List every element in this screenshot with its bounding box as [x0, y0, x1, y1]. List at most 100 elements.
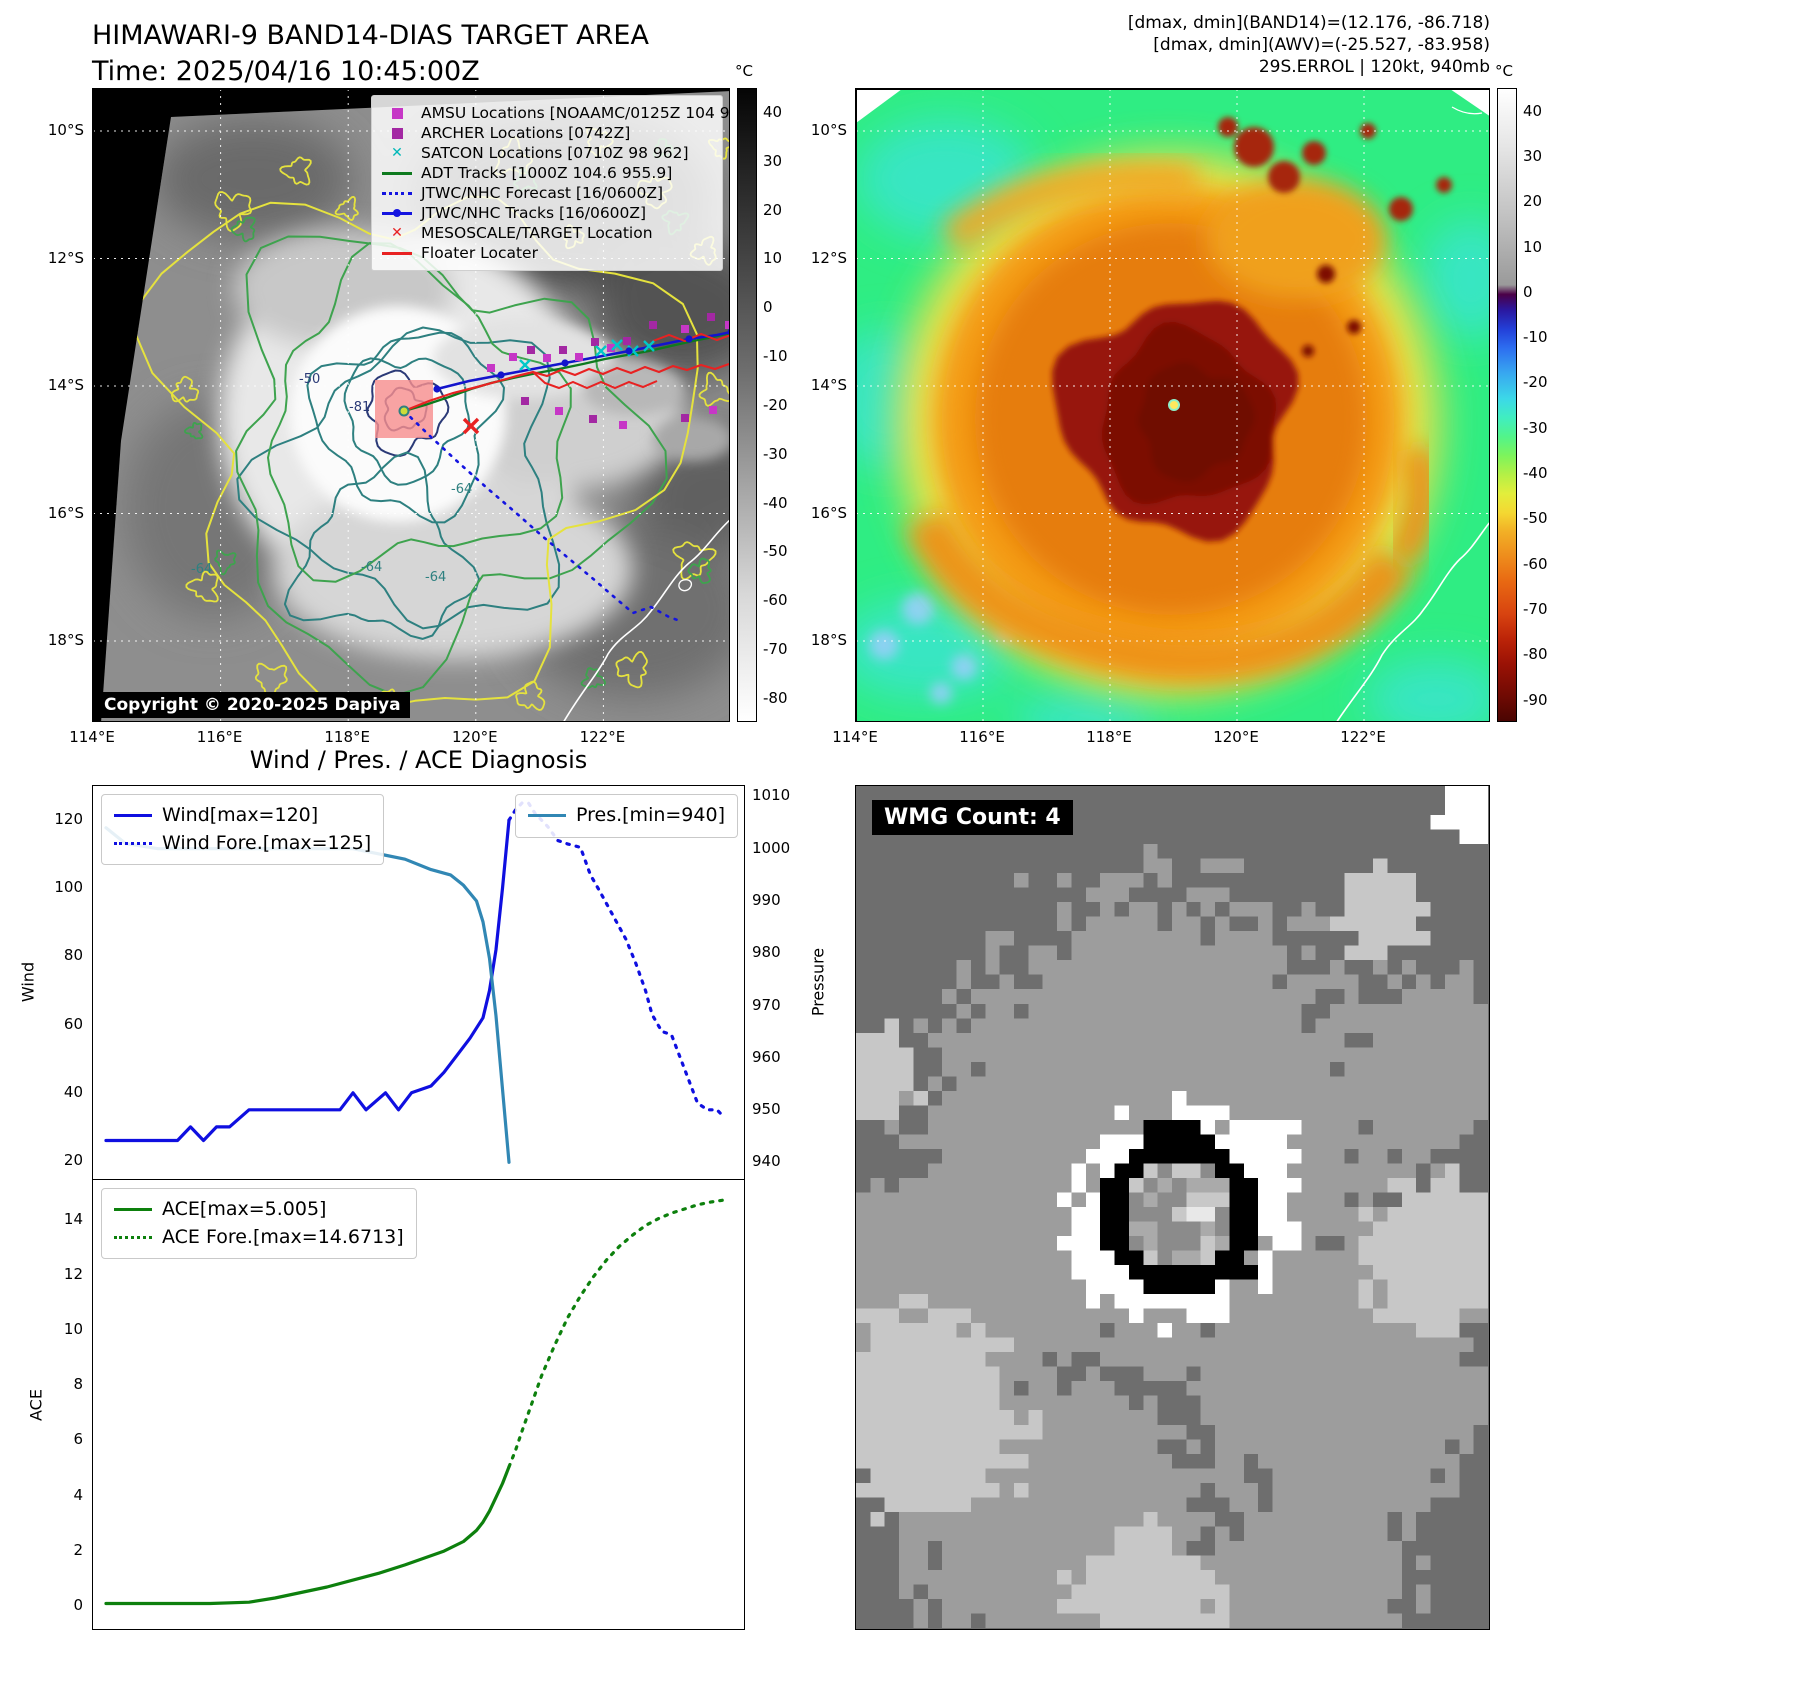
ace-line-swatch [114, 1208, 152, 1212]
ace-chart: ACE[max=5.005] ACE Fore.[max=14.6713] [92, 1180, 745, 1630]
tick-label: 20 [63, 1150, 83, 1169]
tick-label: -60 [1523, 554, 1548, 573]
tick-label: -60 [763, 591, 788, 610]
right-panel-header: [dmax, dmin](BAND14)=(12.176, -86.718) [… [855, 12, 1490, 78]
tick-label: 30 [1523, 146, 1543, 165]
legend-label: Floater Locater [421, 244, 538, 262]
latlon-grid [856, 89, 1489, 721]
tick-label: 1010 [752, 786, 791, 805]
wind-fore-legend-label: Wind Fore.[max=125] [162, 831, 372, 854]
pressure-legend: Pres.[min=940] [515, 794, 738, 838]
adt-track-line [403, 332, 729, 413]
tick-label: -30 [1523, 418, 1548, 437]
wind-legend-label: Wind[max=120] [162, 804, 319, 826]
colorbar-unit-right: °C [1495, 62, 1513, 80]
jtwc-track-line [436, 331, 729, 391]
map-legend-item-0: AMSU Locations [NOAAMC/0125Z 104 955] [381, 103, 729, 123]
tick-label: 40 [63, 1082, 83, 1101]
tick-label: -50 [1523, 509, 1548, 528]
storm-center-dot [398, 405, 410, 417]
legend-line-icon [381, 251, 413, 255]
legend-label: JTWC/NHC Forecast [16/0600Z] [421, 184, 664, 202]
tick-label: -10 [1523, 328, 1548, 347]
tick-label: 0 [763, 298, 773, 317]
tick-label: 10 [63, 1320, 83, 1338]
contour-value-labels: -81 -50 -64 -64 -64 -64 [191, 372, 472, 585]
tick-label: 990 [752, 890, 781, 909]
tick-label: 950 [752, 1100, 781, 1119]
tick-label: 116°E [959, 728, 1005, 746]
tick-label: 940 [752, 1152, 781, 1171]
tick-label: 100 [54, 878, 83, 897]
band14-ir-satellite-map: -81 -50 -64 -64 -64 -64 AMSU Locations [NOAAM… [92, 88, 730, 722]
pressure-axis-label: Pressure [808, 947, 828, 1017]
legend-label: ARCHER Locations [0742Z] [421, 124, 631, 142]
legend-square-icon [381, 107, 413, 119]
tick-label: 6 [73, 1430, 83, 1449]
ace-axis-label: ACE [26, 1389, 46, 1421]
legend-dotted-icon [381, 191, 413, 195]
pressure-legend-label: Pres.[min=940] [576, 804, 725, 826]
enhanced-ir-map [855, 88, 1490, 722]
tick-label: 8 [73, 1375, 83, 1394]
jtwc-forecast-line [402, 409, 685, 624]
tick-label: 116°E [196, 728, 243, 746]
dmax-dmin-band14: [dmax, dmin](BAND14)=(12.176, -86.718) [1127, 13, 1490, 33]
wind-legend: Wind[max=120] Wind Fore.[max=125] [101, 794, 385, 866]
tick-label: -80 [1523, 645, 1548, 664]
tick-label: 0 [1523, 282, 1533, 301]
tick-label: 10 [1523, 237, 1543, 256]
tick-label: 80 [63, 946, 83, 965]
storm-tracks [402, 331, 729, 624]
map-legend-item-3: ADT Tracks [1000Z 104.6 955.9] [381, 163, 713, 183]
cold-cloud-patches [1218, 117, 1452, 357]
pressure-line-swatch [528, 814, 566, 818]
tick-label: -20 [763, 395, 788, 414]
floater-track-line [403, 362, 729, 413]
fix-location-markers [433, 313, 729, 435]
tick-label: -20 [1523, 373, 1548, 392]
tick-label: 10 [763, 249, 783, 268]
tick-label: -10 [763, 347, 788, 366]
coastline [1336, 522, 1489, 721]
legend-label: MESOSCALE/TARGET Location [421, 224, 653, 242]
microwave-image [856, 786, 1488, 1628]
tick-label: 118°E [324, 728, 370, 746]
tick-label: 960 [752, 1047, 781, 1066]
map-legend-item-4: JTWC/NHC Forecast [16/0600Z] [381, 183, 713, 203]
svg-text:-50: -50 [299, 372, 320, 387]
wind-pressure-chart: Wind[max=120] Wind Fore.[max=125] Pres.[… [92, 785, 745, 1180]
svg-text:-81: -81 [349, 400, 370, 415]
ace-legend-label: ACE[max=5.005] [162, 1198, 327, 1220]
map-legend-item-7: Floater Locater [381, 243, 713, 263]
tick-label: -50 [763, 542, 788, 561]
floater-track-line3 [652, 332, 729, 343]
tick-label: -70 [763, 640, 788, 659]
tick-label: -40 [763, 493, 788, 512]
map-legend-item-2: ✕ SATCON Locations [0710Z 98 962] [381, 143, 713, 163]
tick-label: 14°S [47, 376, 84, 394]
eye-dot [1168, 399, 1180, 411]
tick-label: 10°S [810, 121, 847, 139]
wind-fore-swatch [114, 841, 152, 845]
tick-label: 114°E [832, 728, 878, 746]
tick-label: 18°S [47, 631, 84, 649]
tick-label: 114°E [69, 728, 115, 746]
tick-label: 120°E [451, 728, 498, 746]
tick-label: 20 [1523, 192, 1543, 211]
map-legend-item-1: ARCHER Locations [0742Z] [381, 123, 713, 143]
tick-label: 120°E [1213, 728, 1259, 746]
tick-label: 14 [63, 1209, 83, 1228]
ace-legend: ACE[max=5.005] ACE Fore.[max=14.6713] [101, 1188, 417, 1260]
diagnosis-chart-title: Wind / Pres. / ACE Diagnosis [249, 746, 588, 774]
tick-label: 2 [73, 1540, 83, 1559]
legend-x-icon: ✕ [391, 225, 403, 241]
tick-label: 20 [763, 200, 783, 219]
legend-label: AMSU Locations [NOAAMC/0125Z 104 955] [421, 104, 730, 122]
tick-label: 40 [763, 103, 783, 121]
tick-label: 970 [752, 995, 781, 1014]
tick-label: -90 [1523, 690, 1548, 709]
map-legend: AMSU Locations [NOAAMC/0125Z 104 955] ARC… [371, 95, 729, 271]
tick-label: -30 [763, 444, 788, 463]
legend-label: ADT Tracks [1000Z 104.6 955.9] [421, 164, 673, 182]
